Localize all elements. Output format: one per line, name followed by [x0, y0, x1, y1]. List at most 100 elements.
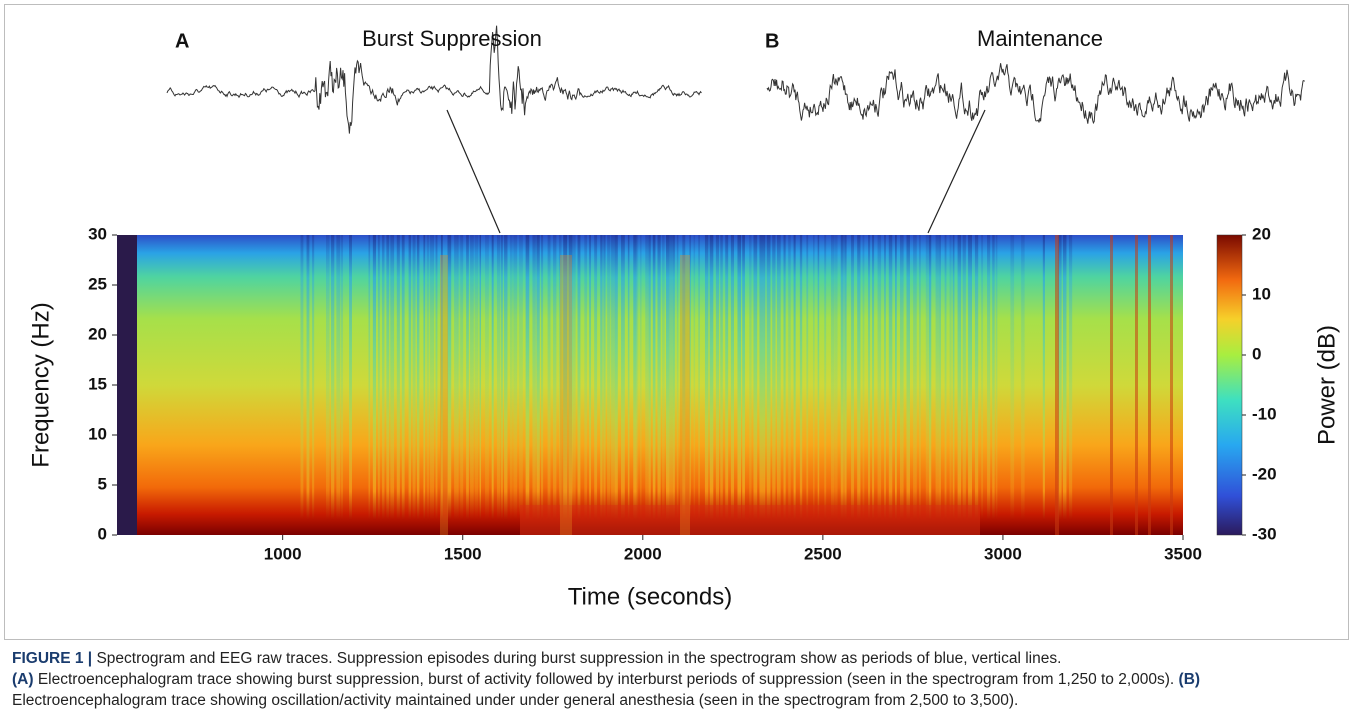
figure: A Burst Suppression B Maintenance Time (…: [27, 25, 1340, 610]
stripe: [742, 235, 745, 520]
stripe: [627, 235, 630, 520]
lead-strip: [117, 235, 137, 535]
stripe: [408, 235, 412, 520]
y-tick-label: 20: [88, 324, 107, 343]
stripe: [513, 235, 518, 520]
stripe: [793, 235, 796, 520]
stripe: [568, 235, 573, 520]
x-tick-label: 3500: [1164, 544, 1202, 563]
connector: [927, 109, 986, 234]
caption-part-text: Electroencephalogram trace showing burst…: [37, 671, 1175, 688]
stripe: [633, 235, 637, 520]
stripe: [396, 235, 400, 520]
stripe: [645, 235, 650, 520]
stripe: [749, 235, 752, 520]
panel-label: A: [175, 30, 189, 52]
stripe: [799, 235, 803, 520]
eeg-traces: [166, 25, 1305, 134]
stripe: [944, 235, 947, 520]
stripe: [987, 235, 991, 520]
stripe: [817, 235, 820, 520]
stripe: [607, 235, 611, 520]
stripe: [416, 235, 420, 520]
stripe: [1068, 235, 1073, 520]
stripe: [776, 235, 781, 520]
y-tick-label: 10: [88, 424, 107, 443]
stripe: [648, 235, 651, 520]
stripe: [563, 235, 568, 520]
stripe: [636, 235, 639, 520]
stripe: [913, 235, 917, 520]
stripe: [925, 235, 930, 520]
stripe: [763, 235, 766, 520]
stripe: [974, 235, 979, 520]
hot-band: [520, 505, 980, 535]
y-tick-label: 25: [88, 274, 107, 293]
stripe: [851, 235, 854, 520]
stripe: [536, 235, 540, 520]
stripe: [995, 235, 998, 520]
stripe: [1057, 235, 1062, 520]
colorbar-tick-label: 20: [1252, 224, 1271, 243]
stripe: [877, 235, 882, 520]
stripe: [862, 235, 865, 520]
hot-stripe: [680, 255, 690, 535]
stripe: [662, 235, 665, 520]
stripe: [340, 235, 344, 520]
x-tick-label: 3000: [984, 544, 1022, 563]
stripe: [872, 235, 875, 520]
stripe: [676, 235, 679, 520]
stripe: [806, 235, 809, 520]
hot-stripe: [560, 255, 572, 535]
x-tick-label: 2500: [804, 544, 842, 563]
y-tick-label: 15: [88, 374, 107, 393]
stripe: [457, 235, 460, 520]
stripe: [831, 235, 835, 520]
caption-text: Spectrogram and EEG raw traces. Suppress…: [96, 650, 1062, 667]
stripe: [689, 235, 692, 520]
stripe: [614, 235, 618, 520]
stripe: [611, 235, 615, 520]
stripe: [759, 235, 764, 520]
stripe: [532, 235, 536, 520]
stripe: [834, 235, 838, 520]
stripe: [603, 235, 606, 520]
stripe: [772, 235, 776, 520]
stripe: [766, 235, 771, 520]
stripe: [600, 235, 603, 520]
stripe: [939, 235, 941, 520]
stripe: [952, 235, 955, 520]
colorbar-label: Power (dB): [1313, 325, 1340, 445]
stripe: [682, 235, 686, 520]
stripe: [918, 235, 921, 520]
stripe: [715, 235, 720, 520]
colorbar-tick-label: 0: [1252, 344, 1261, 363]
stripe: [788, 235, 791, 520]
panel-title: Maintenance: [977, 26, 1103, 51]
hot-stripe: [1055, 235, 1059, 535]
stripe: [720, 235, 723, 520]
stripe: [824, 235, 827, 520]
connector: [446, 109, 501, 234]
stripe: [306, 235, 310, 520]
eeg-trace: [766, 63, 1305, 125]
caption-label: FIGURE 1 |: [12, 650, 93, 667]
stripe: [584, 235, 588, 520]
stripe: [426, 235, 430, 520]
stripe: [884, 235, 886, 520]
stripe: [423, 235, 426, 520]
stripe: [300, 235, 304, 520]
stripe: [621, 235, 625, 520]
y-tick-label: 5: [98, 474, 107, 493]
stripe: [519, 235, 523, 520]
hot-stripe: [1110, 235, 1113, 535]
caption-part-label: (A): [12, 671, 34, 688]
stripe: [589, 235, 592, 520]
stripe: [390, 235, 395, 520]
stripe: [709, 235, 714, 520]
stripe: [547, 235, 551, 520]
colorbar-tick-label: -20: [1252, 464, 1277, 483]
stripe: [868, 235, 871, 520]
panel-title: Burst Suppression: [362, 26, 542, 51]
